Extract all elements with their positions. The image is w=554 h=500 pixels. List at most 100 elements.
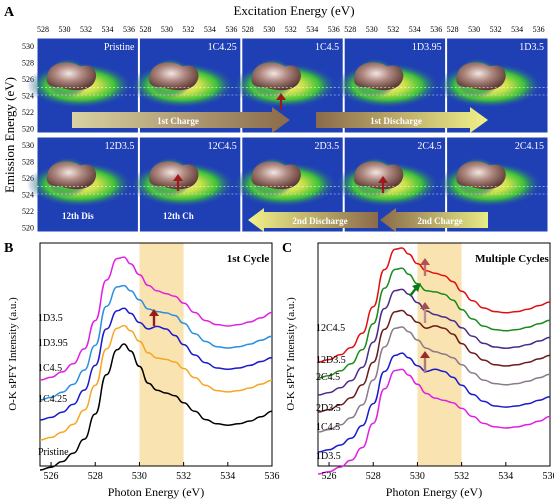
x-tick-label: 534 xyxy=(498,471,513,482)
top-tick-label: 530 xyxy=(468,25,480,34)
panel-a-top-ticks: 528 530 532 534 536 528 530 532 534 536 528 530 532 5… xyxy=(37,25,545,34)
x-tick-label: 530 xyxy=(410,471,425,482)
series-line-1C4.5 xyxy=(39,307,273,421)
spectrum-tile: 2C4.15 xyxy=(436,136,549,233)
x-tick-label: 526 xyxy=(44,471,59,482)
left-tick-label: 524 xyxy=(22,191,34,200)
left-tick-label: 528 xyxy=(22,158,34,167)
panel-b-title: 1st Cycle xyxy=(227,253,270,265)
x-tick-label: 532 xyxy=(454,471,469,482)
panel-b-letter: B xyxy=(4,241,13,256)
panel-a-letter: A xyxy=(4,5,15,20)
curve-label-1c425: 1C4.25 xyxy=(38,394,67,405)
twelfth-ch-label: 12th Ch xyxy=(163,211,194,221)
panel-b-curves xyxy=(39,256,273,471)
panel-b-xlabel: Photon Energy (eV) xyxy=(108,485,204,499)
tile-label: 1C4.25 xyxy=(208,42,237,53)
curve-label-12d35: 12D3.5 xyxy=(316,355,346,366)
panel-c-xlabel: Photon Energy (eV) xyxy=(386,485,482,499)
top-tick-label: 532 xyxy=(387,25,399,34)
left-tick-label: 522 xyxy=(22,207,34,216)
curve-label-1d35c: 1D3.5 xyxy=(316,451,341,462)
series-line-1C4.5 xyxy=(317,352,551,453)
red-marker-12c45 xyxy=(173,174,183,191)
top-tick-label: 530 xyxy=(366,25,378,34)
spectrum-tile: 1D3.5 xyxy=(436,37,549,134)
panel-a-x-axis-title: Excitation Energy (eV) xyxy=(233,3,354,18)
left-tick-label: 520 xyxy=(22,125,34,134)
top-tick-label: 532 xyxy=(285,25,297,34)
x-tick-label: 528 xyxy=(366,471,381,482)
panel-c-green-arrow xyxy=(409,283,421,297)
top-tick-label: 534 xyxy=(409,25,421,34)
red-marker-1c45 xyxy=(276,93,286,110)
first-charge-label: 1st Charge xyxy=(157,116,199,126)
left-tick-label: 530 xyxy=(22,141,34,150)
left-tick-label: 520 xyxy=(22,224,34,233)
top-tick-label: 536 xyxy=(123,25,135,34)
series-line-1C4.25 xyxy=(39,324,273,441)
series-line-1D3.95 xyxy=(39,284,273,401)
panel-b-highlight xyxy=(139,243,184,466)
red-marker-2c45 xyxy=(378,176,388,193)
panel-b-frame xyxy=(39,242,273,467)
series-line-2C4.5 xyxy=(317,309,551,413)
top-tick-label: 528 xyxy=(139,25,151,34)
x-tick-label: 526 xyxy=(322,471,337,482)
top-tick-label: 536 xyxy=(225,25,237,34)
top-tick-label: 534 xyxy=(306,25,318,34)
x-tick-label: 534 xyxy=(220,471,235,482)
tile-label: 2D3.5 xyxy=(314,141,339,152)
curve-label-2c45: 2C4.5 xyxy=(316,372,340,383)
panel-c-gradient-arrows xyxy=(420,258,430,373)
panel-b: B 526 528 530 532 534 536 1st Cycle O-K sPFY … xyxy=(4,241,280,499)
curve-label-1d395: 1D3.95 xyxy=(38,338,68,349)
top-tick-label: 536 xyxy=(328,25,340,34)
series-line-Pristine xyxy=(39,343,273,471)
x-tick-label: 536 xyxy=(265,471,280,482)
top-tick-label: 530 xyxy=(263,25,275,34)
second-discharge-label: 2nd Discharge xyxy=(292,216,347,226)
tile-label: 12D3.5 xyxy=(105,141,135,152)
left-tick-label: 522 xyxy=(22,108,34,117)
first-charge-arrow: 1st Charge xyxy=(72,107,290,133)
series-line-1D3.5 xyxy=(39,256,273,381)
panel-a-tiles: Pristine 1C4.25 1C4.5 1D3.95 1D3.5 12D3.5 12C4… xyxy=(26,37,549,233)
x-tick-label: 530 xyxy=(132,471,147,482)
top-tick-label: 530 xyxy=(59,25,71,34)
panel-c-ylabel: O-K sPFY Intensity (a.u.) xyxy=(285,297,297,411)
left-tick-label: 524 xyxy=(22,92,34,101)
curve-label-1c45: 1C4.5 xyxy=(38,363,62,374)
panel-c-x-ticks: 526 528 530 532 534 536 xyxy=(322,462,554,482)
top-tick-label: 528 xyxy=(447,25,459,34)
first-discharge-label: 1st Discharge xyxy=(370,116,422,126)
second-charge-arrow: 2nd Charge xyxy=(380,208,488,232)
tile-label: Pristine xyxy=(104,42,135,53)
tile-label: 1D3.95 xyxy=(412,42,442,53)
panel-a-y-axis-title: Emission Energy (eV) xyxy=(2,77,17,193)
left-tick-label: 528 xyxy=(22,59,34,68)
curve-label-1c45c: 1C4.5 xyxy=(316,422,340,433)
x-tick-label: 528 xyxy=(88,471,103,482)
top-tick-label: 536 xyxy=(430,25,442,34)
tile-label: 1D3.5 xyxy=(519,42,544,53)
curve-label-1d35: 1D3.5 xyxy=(38,313,63,324)
series-line-1D3.5 xyxy=(317,368,551,475)
top-tick-label: 530 xyxy=(161,25,173,34)
panel-b-red-arrow xyxy=(149,309,159,326)
tile-label: 1C4.5 xyxy=(315,42,339,53)
top-tick-label: 532 xyxy=(182,25,194,34)
top-tick-label: 532 xyxy=(80,25,92,34)
panel-b-x-ticks: 526 528 530 532 534 536 xyxy=(44,462,280,482)
tile-label: 12C4.5 xyxy=(208,141,237,152)
series-line-2D3.5 xyxy=(317,326,551,433)
series-line-12D3.5 xyxy=(317,288,551,396)
twelfth-dis-label: 12th Dis xyxy=(62,211,94,221)
curve-label-12c45: 12C4.5 xyxy=(316,323,345,334)
top-tick-label: 528 xyxy=(37,25,49,34)
top-tick-label: 528 xyxy=(242,25,254,34)
panel-a: A Excitation Energy (eV) Emission Energy… xyxy=(2,3,549,233)
curve-label-2d35: 2D3.5 xyxy=(316,403,341,414)
x-tick-label: 532 xyxy=(176,471,191,482)
